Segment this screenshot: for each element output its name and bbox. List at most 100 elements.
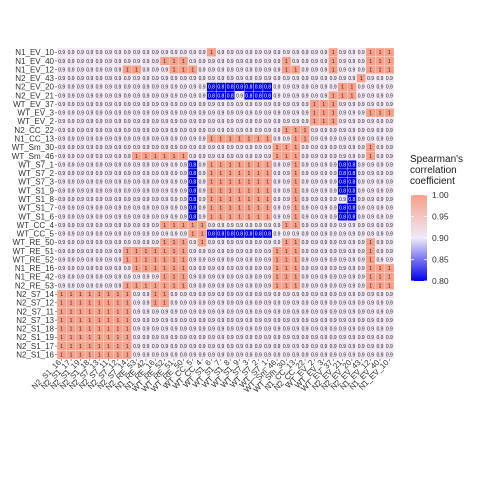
- cell-value-label: 0.9: [68, 223, 75, 229]
- cell-value-label: 0.9: [114, 214, 121, 220]
- cell-value-label: 1: [229, 180, 232, 186]
- cell-value-label: 0.9: [105, 85, 112, 91]
- cell-value-label: 0.9: [152, 318, 159, 324]
- cell-value-label: 0.9: [376, 171, 383, 177]
- cell-value-label: 0.9: [217, 283, 224, 289]
- cell-value-label: 0.9: [283, 50, 290, 56]
- cell-value-label: 0.9: [367, 206, 374, 212]
- cell-value-label: 0.9: [245, 111, 252, 117]
- cell-value-label: 0.9: [142, 240, 149, 246]
- cell-value-label: 1: [173, 223, 176, 229]
- cell-value-label: 1: [126, 292, 129, 298]
- cell-value-label: 0.9: [358, 335, 365, 341]
- cell-value-label: 0.9: [274, 102, 281, 108]
- cell-value-label: 0.9: [376, 102, 383, 108]
- cell-value-label: 0.9: [105, 283, 112, 289]
- cell-value-label: 0.9: [320, 352, 327, 358]
- cell-value-label: 0.9: [217, 257, 224, 263]
- cell-value-label: 1: [360, 76, 363, 82]
- cell-value-label: 0.9: [302, 111, 309, 117]
- cell-value-label: 0.9: [330, 128, 337, 134]
- cell-value-label: 0.9: [227, 154, 234, 160]
- cell-value-label: 1: [126, 318, 129, 324]
- cell-value-label: 1: [60, 352, 63, 358]
- cell-value-label: 0.9: [124, 111, 131, 117]
- cell-value-label: 0.9: [208, 283, 215, 289]
- cell-value-label: 0.9: [283, 197, 290, 203]
- cell-value-label: 0.9: [142, 275, 149, 281]
- cell-value-label: 0.9: [227, 128, 234, 134]
- cell-value-label: 1: [98, 327, 101, 333]
- cell-value-label: 0.9: [367, 162, 374, 168]
- cell-value-label: 0.9: [68, 180, 75, 186]
- cell-value-label: 0.9: [339, 283, 346, 289]
- cell-value-label: 0.9: [208, 145, 215, 151]
- cell-value-label: 0.9: [330, 223, 337, 229]
- cell-value-label: 0.9: [330, 292, 337, 298]
- cell-value-label: 0.9: [320, 206, 327, 212]
- cell-value-label: 0.9: [217, 275, 224, 281]
- cell-value-label: 0.9: [274, 111, 281, 117]
- cell-value-label: 0.9: [161, 137, 168, 143]
- cell-value-label: 0.9: [105, 180, 112, 186]
- cell-value-label: 1: [276, 154, 279, 160]
- cell-value-label: 0.9: [161, 188, 168, 194]
- cell-value-label: 1: [294, 128, 297, 134]
- cell-value-label: 0.9: [227, 67, 234, 73]
- cell-value-label: 0.8: [227, 85, 234, 91]
- cell-value-label: 0.9: [68, 249, 75, 255]
- cell-value-label: 0.9: [339, 266, 346, 272]
- cell-value-label: 0.9: [358, 352, 365, 358]
- cell-value-label: 0.9: [236, 327, 243, 333]
- cell-value-label: 0.9: [96, 223, 103, 229]
- cell-value-label: 0.9: [142, 50, 149, 56]
- cell-value-label: 0.9: [386, 309, 393, 315]
- cell-value-label: 0.9: [227, 335, 234, 341]
- cell-value-label: 0.9: [283, 327, 290, 333]
- cell-value-label: 1: [116, 327, 119, 333]
- cell-value-label: 0.9: [105, 50, 112, 56]
- cell-value-label: 1: [145, 249, 148, 255]
- cell-value-label: 1: [229, 188, 232, 194]
- cell-value-label: 0.9: [171, 171, 178, 177]
- cell-value-label: 0.9: [58, 214, 65, 220]
- cell-value-label: 0.9: [180, 188, 187, 194]
- cell-value-label: 0.9: [236, 50, 243, 56]
- cell-value-label: 0.9: [274, 137, 281, 143]
- cell-value-label: 0.9: [386, 188, 393, 194]
- cell-value-label: 0.9: [255, 266, 262, 272]
- cell-value-label: 0.9: [199, 119, 206, 125]
- cell-value-label: 1: [294, 283, 297, 289]
- cell-value-label: 0.9: [199, 188, 206, 194]
- cell-value-label: 1: [341, 93, 344, 99]
- cell-value-label: 0.9: [142, 292, 149, 298]
- cell-value-label: 1: [70, 352, 73, 358]
- cell-value-label: 1: [332, 50, 335, 56]
- cell-value-label: 1: [98, 344, 101, 350]
- cell-value-label: 0.9: [236, 111, 243, 117]
- cell-value-label: 0.8: [348, 180, 355, 186]
- cell-value-label: 0.9: [180, 162, 187, 168]
- cell-value-label: 0.9: [199, 154, 206, 160]
- cell-value-label: 1: [219, 171, 222, 177]
- cell-value-label: 0.9: [77, 266, 84, 272]
- cell-value-label: 0.9: [274, 50, 281, 56]
- cell-value-label: 1: [248, 206, 251, 212]
- cell-value-label: 0.8: [339, 171, 346, 177]
- cell-value-label: 0.8: [189, 171, 196, 177]
- cell-value-label: 0.9: [189, 145, 196, 151]
- cell-value-label: 0.9: [367, 327, 374, 333]
- cell-value-label: 0.9: [152, 309, 159, 315]
- cell-value-label: 0.9: [208, 67, 215, 73]
- cell-value-label: 0.8: [348, 188, 355, 194]
- cell-value-label: 0.9: [217, 102, 224, 108]
- cell-value-label: 0.9: [161, 206, 168, 212]
- cell-value-label: 1: [70, 318, 73, 324]
- cell-value-label: 0.9: [339, 232, 346, 238]
- cell-value-label: 1: [285, 257, 288, 263]
- cell-value-label: 0.9: [105, 232, 112, 238]
- cell-value-label: 0.9: [245, 102, 252, 108]
- cell-value-label: 0.9: [142, 188, 149, 194]
- cell-value-label: 0.9: [302, 283, 309, 289]
- cell-value-label: 0.9: [302, 59, 309, 65]
